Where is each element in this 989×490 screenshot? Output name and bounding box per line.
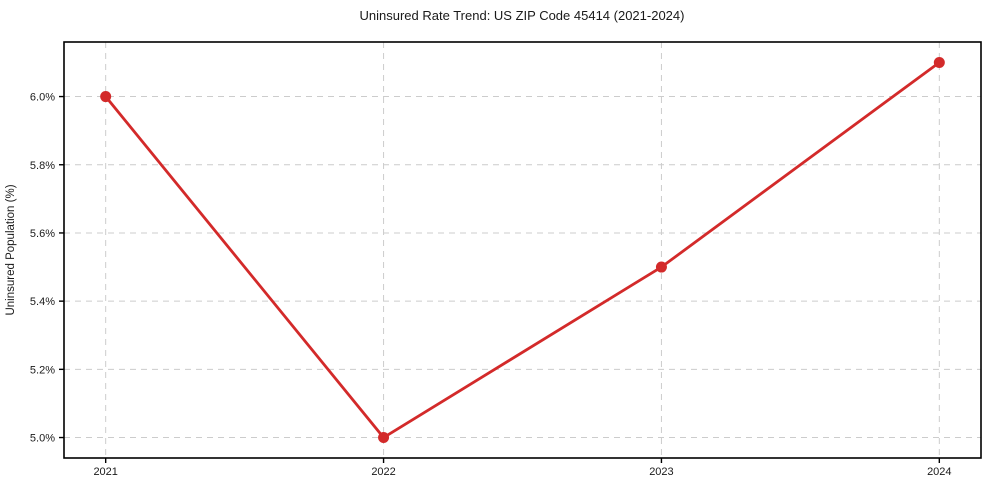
plot-area: 2021 2022 2023 2024 5.0% 5.2% 5.4% 5.6% 5.8% 6.0% <box>30 41 982 478</box>
chart-title: Uninsured Rate Trend: US ZIP Code 45414 … <box>360 8 685 23</box>
data-point <box>378 432 390 444</box>
y-tick-label: 5.8% <box>30 160 55 172</box>
x-tick-label: 2021 <box>93 466 117 478</box>
axes-frame <box>63 41 982 459</box>
y-axis-label: Uninsured Population (%) <box>5 184 17 315</box>
x-tick-label: 2023 <box>649 466 673 478</box>
y-tick-label: 5.6% <box>30 228 55 240</box>
y-tick-label: 6.0% <box>30 92 55 104</box>
data-point <box>655 261 667 273</box>
trend-line <box>104 61 941 439</box>
data-point <box>100 91 112 103</box>
y-tick-label: 5.4% <box>30 296 55 308</box>
x-tick-label: 2024 <box>927 466 951 478</box>
y-tick-label: 5.0% <box>30 433 55 445</box>
x-tick-label: 2022 <box>371 466 395 478</box>
data-point <box>933 56 945 68</box>
y-tick-label: 5.2% <box>30 364 55 376</box>
